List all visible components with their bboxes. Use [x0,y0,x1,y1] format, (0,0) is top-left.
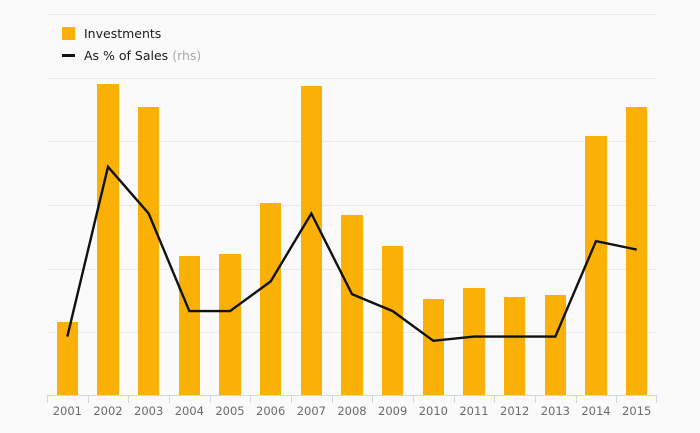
bar-2009 [382,246,404,396]
line-series [66,164,637,343]
x-axis-label-2005: 2005 [215,404,245,418]
bar-2014 [585,136,607,396]
x-tick-mark [291,396,292,403]
x-axis-label-2004: 2004 [174,404,204,418]
bar-2013 [544,295,566,396]
legend-line-icon [62,53,75,57]
x-tick-mark [616,396,618,403]
x-axis-label-2008: 2008 [337,404,367,418]
gridline [47,14,657,15]
x-axis-label-2015: 2015 [622,404,652,418]
x-tick-mark [87,396,89,403]
x-axis-label-2003: 2003 [134,404,164,418]
legend-label-rhs: (rhs) [172,47,202,63]
bar-2007 [300,86,322,396]
gridline [47,77,657,79]
x-tick-mark [169,396,170,403]
x-tick-mark [656,396,657,403]
x-axis-label-2006: 2006 [256,404,286,418]
bar-2002 [97,84,119,396]
bar-2008 [341,214,363,396]
x-tick-mark [575,396,577,403]
gridline [47,141,657,143]
x-tick-mark [453,396,455,403]
x-axis-label-2013: 2013 [540,404,570,418]
legend-label-as-pct-of-sales: As % of Sales [84,47,169,63]
bar-2015 [626,107,648,396]
x-tick-mark [209,396,211,403]
x-axis-label-2014: 2014 [581,404,611,418]
x-axis-label-2001: 2001 [52,404,82,418]
bar-series [47,14,657,396]
gridline [47,205,657,206]
x-axis-baseline [47,395,657,396]
x-tick-mark [47,396,48,403]
legend-item-investments: Investments [62,22,201,44]
bar-2001 [56,321,78,396]
bar-2012 [504,297,526,396]
bar-2004 [178,255,200,396]
bar-2006 [260,202,282,396]
x-axis-label-2009: 2009 [378,404,408,418]
bar-2005 [219,253,241,396]
bar-2003 [138,107,160,396]
x-tick-mark [250,396,252,403]
x-axis-label-2007: 2007 [296,404,326,418]
x-tick-mark [494,396,496,403]
legend-swatch-icon [62,26,75,40]
x-tick-mark [535,396,536,403]
legend-item-as-pct-of-sales: As % of Sales (rhs) [62,44,201,66]
bar-2010 [422,299,444,396]
x-axis-label-2010: 2010 [418,404,448,418]
x-tick-mark [413,396,414,403]
x-axis-label-2012: 2012 [500,404,530,418]
bar-2011 [463,287,485,396]
x-tick-mark [331,396,333,403]
x-axis-label-2011: 2011 [459,404,489,418]
x-tick-mark [372,396,374,403]
chart-legend: Investments As % of Sales (rhs) [62,22,201,66]
x-tick-mark [128,396,130,403]
legend-label-investments: Investments [84,25,162,41]
plot-area: 060120180240300360 0%3%6%9%12%15%18% [47,14,657,403]
x-axis-label-2002: 2002 [93,404,123,418]
